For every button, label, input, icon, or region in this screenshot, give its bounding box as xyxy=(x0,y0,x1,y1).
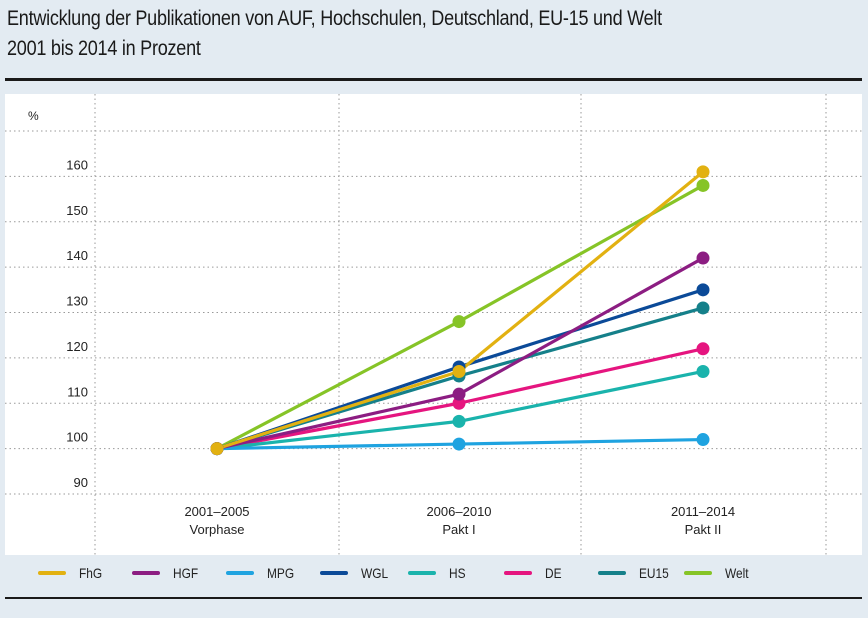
title-line-1: Entwicklung der Publikationen von AUF, H… xyxy=(7,7,662,30)
data-point-de xyxy=(696,342,710,356)
legend-swatch xyxy=(684,571,712,575)
y-tick-label: 140 xyxy=(66,248,88,263)
x-category-phase: Vorphase xyxy=(190,522,245,537)
x-category-period: 2011–2014 xyxy=(671,504,735,519)
legend-label: DE xyxy=(545,565,562,581)
legend-swatch xyxy=(38,571,66,575)
legend-item-welt: Welt xyxy=(684,563,753,583)
legend-label: FhG xyxy=(79,565,103,581)
legend-swatch xyxy=(320,571,348,575)
legend-label: WGL xyxy=(361,565,389,581)
data-point-de xyxy=(452,396,466,410)
x-category-phase: Pakt I xyxy=(442,522,475,537)
x-category-phase: Pakt II xyxy=(685,522,722,537)
plot-area: % 90 100 110 120 130 140 150 160 2001–2005 Vorphas… xyxy=(5,94,862,555)
x-category-period: 2006–2010 xyxy=(426,504,491,519)
data-point-mpg xyxy=(452,437,466,451)
y-axis-unit-label: % xyxy=(28,109,39,123)
legend-item-mpg: MPG xyxy=(226,563,299,583)
data-point-hs xyxy=(452,414,466,428)
y-tick-label: 90 xyxy=(74,475,88,490)
legend-label: MPG xyxy=(267,565,295,581)
data-point-fhg xyxy=(452,364,466,378)
data-point-fhg xyxy=(210,442,224,456)
legend-swatch xyxy=(598,571,626,575)
legend-item-hgf: HGF xyxy=(132,563,203,583)
legend-item-de: DE xyxy=(504,563,564,583)
data-point-hgf xyxy=(696,251,710,265)
chart-title: Entwicklung der Publikationen von AUF, H… xyxy=(7,4,662,64)
top-divider xyxy=(5,78,862,81)
legend-label: EU15 xyxy=(639,565,669,581)
y-tick-label: 100 xyxy=(66,430,88,445)
data-point-wgl xyxy=(696,283,710,297)
x-category-period: 2001–2005 xyxy=(184,504,249,519)
legend-label: HGF xyxy=(173,565,199,581)
y-tick-label: 150 xyxy=(66,203,88,218)
y-tick-label: 120 xyxy=(66,339,88,354)
data-point-hgf xyxy=(452,387,466,401)
data-point-eu15 xyxy=(696,301,710,315)
legend-swatch xyxy=(408,571,436,575)
title-line-2: 2001 bis 2014 in Prozent xyxy=(7,37,201,60)
data-point-welt xyxy=(452,315,466,329)
bottom-divider xyxy=(5,597,862,599)
data-point-fhg xyxy=(696,165,710,179)
legend-item-eu15: EU15 xyxy=(598,563,674,583)
y-tick-label: 160 xyxy=(66,157,88,172)
legend-item-fhg: FhG xyxy=(38,563,106,583)
y-tick-label: 110 xyxy=(67,384,88,399)
legend-label: Welt xyxy=(725,565,749,581)
legend-label: HS xyxy=(449,565,466,581)
y-tick-label: 130 xyxy=(66,294,88,309)
data-point-hs xyxy=(696,364,710,378)
legend-item-wgl: WGL xyxy=(320,563,393,583)
data-point-welt xyxy=(696,178,710,192)
legend-swatch xyxy=(504,571,532,575)
legend-item-hs: HS xyxy=(408,563,468,583)
line-chart: % 90 100 110 120 130 140 150 160 2001–2005 Vorphas… xyxy=(5,94,862,555)
legend-swatch xyxy=(226,571,254,575)
legend-swatch xyxy=(132,571,160,575)
data-point-mpg xyxy=(696,433,710,447)
